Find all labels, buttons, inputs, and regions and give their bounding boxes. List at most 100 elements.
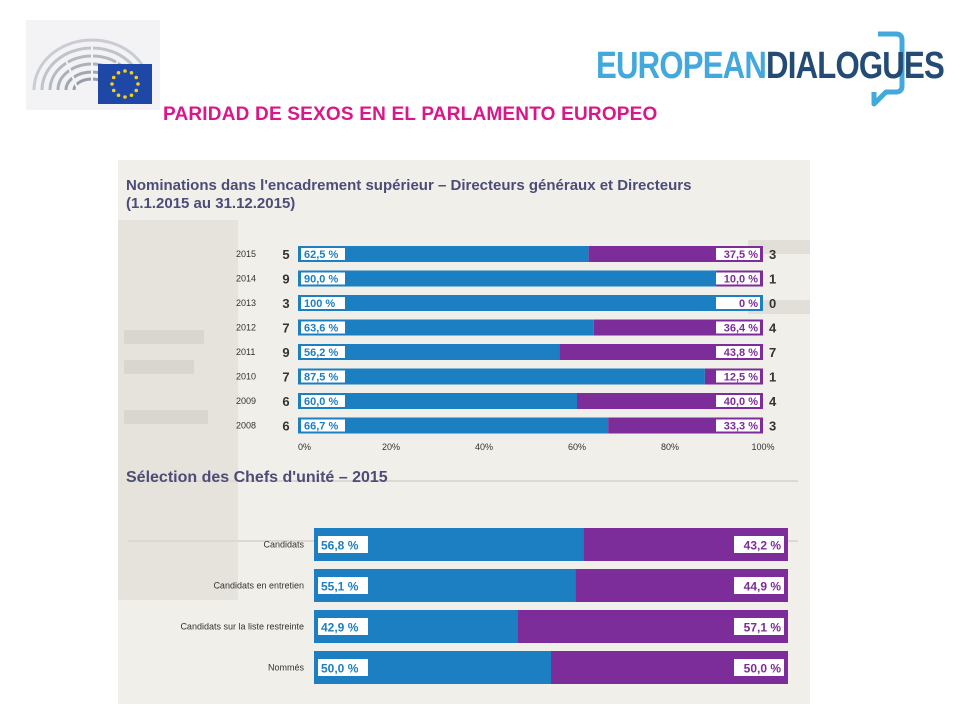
chart2-value-men: 50,0 % [321, 662, 359, 676]
chart2-label-box-men [318, 659, 368, 676]
chart1-label-box-women [716, 321, 760, 334]
chart1-count-women: 4 [769, 321, 777, 336]
chart1-x-tick-label: 20% [382, 442, 400, 452]
chart1-value-men: 62,5 % [304, 249, 338, 261]
chart1-bar-men [298, 295, 763, 311]
chart1-label-box-women [716, 248, 760, 260]
chart2-title: Sélection des Chefs d'unité – 2015 [126, 469, 388, 486]
chart1-year-label: 2011 [236, 347, 255, 357]
chart2-value-women: 43,2 % [744, 539, 782, 553]
chart1-count-men: 7 [282, 370, 289, 385]
chart1-x-tick-label: 0% [298, 442, 311, 452]
chart1-bar-men [298, 417, 609, 434]
chart2-value-women: 50,0 % [744, 662, 782, 676]
chart1-label-box-men [301, 248, 345, 260]
chart1-value-men: 66,7 % [304, 421, 338, 433]
chart1-year-label: 2009 [236, 396, 256, 406]
chart1-label-box-women [716, 395, 760, 407]
slide-title: PARIDAD DE SEXOS EN EL PARLAMENTO EUROPE… [163, 104, 658, 125]
chart1-value-men: 63,6 % [304, 323, 338, 335]
chart1-value-women: 0 % [739, 298, 758, 310]
charts-svg: Nominations dans l'encadrement supérieur… [126, 177, 788, 684]
chart1-label-box-women [716, 346, 760, 358]
chart1-count-women: 3 [769, 419, 776, 434]
chart2-category-label: Candidats [263, 540, 304, 550]
chart1-label-box-men [301, 395, 345, 407]
chart2-category-label: Candidats en entretien [213, 581, 304, 591]
brand-part-dialogues: DIALOGUES [766, 45, 945, 87]
chart1-year-label: 2013 [236, 298, 256, 308]
chart1-count-men: 6 [282, 419, 289, 434]
chart1-x-tick-label: 80% [661, 442, 679, 452]
chart1-value-women: 40,0 % [724, 396, 758, 408]
chart1-bar-men [298, 270, 717, 287]
chart1-value-men: 100 % [304, 298, 335, 310]
chart2-value-men: 56,8 % [321, 539, 359, 553]
chart1-label-box-men [301, 346, 345, 358]
chart1-year-label: 2015 [236, 249, 256, 259]
chart1-bar-men [298, 393, 577, 409]
chart2-label-box-men [318, 618, 368, 635]
chart1-label-box-men [301, 370, 345, 383]
chart1-count-women: 1 [769, 370, 776, 385]
chart2-label-box-women [734, 536, 784, 553]
chart1-count-men: 5 [282, 247, 289, 262]
chart1-value-men: 90,0 % [304, 274, 338, 286]
chart1-bar-men [298, 319, 594, 336]
chart1-label-box-women [716, 419, 760, 432]
chart1-title-line1: Nominations dans l'encadrement supérieur… [126, 177, 691, 194]
chart1-count-men: 7 [282, 321, 289, 336]
chart2-label-box-women [734, 659, 784, 676]
chart1-x-tick-label: 40% [475, 442, 493, 452]
chart1-count-women: 0 [769, 296, 776, 311]
brand-part-european: EUROPEAN [596, 45, 767, 87]
chart1-value-men: 87,5 % [304, 372, 338, 384]
chart1-value-women: 10,0 % [724, 274, 758, 286]
chart1-count-men: 6 [282, 394, 289, 409]
chart2-category-label: Nommés [268, 663, 305, 673]
directors-nominations-chart: Nominations dans l'encadrement supérieur… [126, 177, 777, 452]
chart1-title-line2: (1.1.2015 au 31.12.2015) [126, 195, 295, 212]
scanned-document: Nominations dans l'encadrement supérieur… [118, 160, 810, 704]
brand-name: EUROPEANDIALOGUES [596, 44, 945, 88]
chart1-bar-men [298, 344, 560, 360]
chart1-count-women: 1 [769, 272, 776, 287]
chart1-label-box-men [301, 321, 345, 334]
chart2-label-box-women [734, 577, 784, 594]
chart1-year-label: 2014 [236, 274, 256, 284]
chart1-value-men: 56,2 % [304, 347, 338, 359]
chart2-value-men: 55,1 % [321, 580, 359, 594]
chart2-category-label: Candidats sur la liste restreinte [180, 622, 304, 632]
chart1-year-label: 2012 [236, 323, 256, 333]
chart1-count-women: 3 [769, 247, 776, 262]
chart1-x-tick-label: 100% [751, 442, 774, 452]
chart1-count-men: 3 [282, 296, 289, 311]
chart2-value-women: 57,1 % [744, 621, 782, 635]
chart1-value-women: 36,4 % [724, 323, 758, 335]
chart1-bar-men [298, 246, 589, 262]
chart2-value-women: 44,9 % [744, 580, 782, 594]
chart1-bar-men [298, 368, 705, 385]
speech-bubble-icon [871, 31, 905, 107]
chart2-value-men: 42,9 % [321, 621, 359, 635]
chart1-count-men: 9 [282, 345, 289, 360]
unit-heads-selection-chart: Sélection des Chefs d'unité – 2015 Candi… [126, 469, 788, 684]
european-parliament-logo [26, 20, 160, 110]
chart1-value-women: 37,5 % [724, 249, 758, 261]
chart1-count-men: 9 [282, 272, 289, 287]
chart2-label-box-men [318, 577, 368, 594]
hemicycle-flag-icon [26, 20, 160, 110]
chart2-label-box-men [318, 536, 368, 553]
european-dialogues-logo: EUROPEANDIALOGUES [596, 30, 945, 108]
chart2-label-box-women [734, 618, 784, 635]
chart1-year-label: 2008 [236, 421, 256, 431]
chart1-year-label: 2010 [236, 372, 256, 382]
chart1-count-women: 4 [769, 394, 777, 409]
chart1-label-box-women [716, 297, 760, 309]
chart1-bar-women [559, 344, 763, 360]
chart1-x-tick-label: 60% [568, 442, 586, 452]
chart1-value-women: 43,8 % [724, 347, 758, 359]
chart1-label-box-women [716, 370, 760, 383]
chart1-label-box-men [301, 297, 345, 309]
chart1-label-box-men [301, 419, 345, 432]
